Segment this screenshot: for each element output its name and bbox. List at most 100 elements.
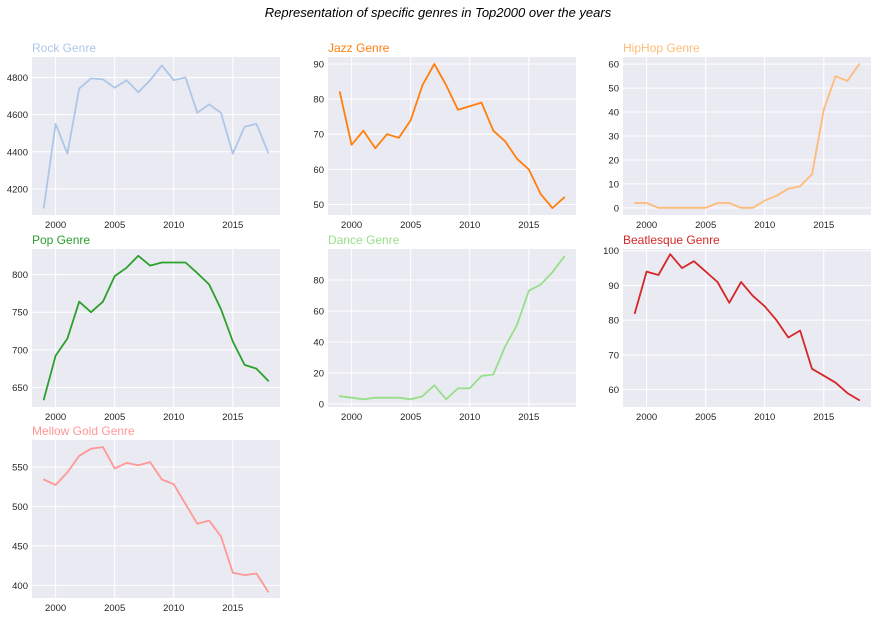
y-tick-label: 800 [12, 270, 28, 281]
y-tick-label: 700 [12, 345, 28, 356]
jazz-genre-panel: 2000 2005 2010 2015 50 60 70 80 90 Jazz Genre [313, 41, 576, 231]
dance-genre-title: Dance Genre [328, 233, 400, 247]
beatlesque-genre-plot-area [623, 249, 871, 407]
pop-genre-point [114, 275, 116, 277]
pop-genre-point [43, 398, 45, 400]
hiphop-genre-point [740, 207, 742, 209]
beatlesque-genre-series-line [633, 253, 861, 402]
pop-genre-point [185, 262, 187, 264]
y-tick-label: 750 [12, 308, 28, 319]
jazz-genre-point [457, 109, 459, 111]
hiphop-genre-point [657, 207, 659, 209]
rock-genre-point [185, 76, 187, 78]
rock-genre-point [55, 123, 57, 125]
x-tick-label: 2005 [104, 603, 125, 614]
hiphop-genre-point [823, 109, 825, 111]
y-tick-label: 60 [608, 385, 619, 396]
x-tick-label: 2005 [400, 220, 421, 231]
mellow-gold-genre-panel: 2000 2005 2010 2015 400 450 500 550 Mellow Gold … [12, 424, 280, 614]
x-tick-label: 2005 [104, 220, 125, 231]
rock-genre-point [90, 77, 92, 79]
y-tick-label: 60 [313, 306, 324, 317]
hiphop-genre-point [646, 202, 648, 204]
mellow-gold-genre-point [161, 479, 163, 481]
y-tick-label: 80 [608, 316, 619, 327]
figure-suptitle: Representation of specific genres in Top… [265, 5, 612, 20]
y-tick-label: 0 [614, 203, 619, 214]
beatlesque-genre-point [811, 368, 813, 370]
y-tick-label: 400 [12, 581, 28, 592]
pop-genre-point [78, 301, 80, 303]
y-tick-label: 20 [313, 368, 324, 379]
y-tick-label: 80 [313, 275, 324, 286]
rock-genre-point [78, 88, 80, 90]
beatlesque-genre-point [681, 267, 683, 269]
rock-genre-point [220, 112, 222, 114]
x-tick-label: 2010 [163, 412, 184, 423]
beatlesque-genre-point [705, 271, 707, 273]
y-tick-label: 4400 [7, 147, 28, 158]
x-tick-label: 2015 [518, 412, 539, 423]
hiphop-genre-point [728, 202, 730, 204]
dance-genre-point [421, 395, 423, 397]
hiphop-genre-point [669, 207, 671, 209]
rock-genre-point [43, 207, 45, 209]
y-tick-label: 4800 [7, 73, 28, 84]
pop-genre-series-line [42, 254, 270, 401]
mellow-gold-genre-point [114, 467, 116, 469]
mellow-gold-genre-point [208, 520, 210, 522]
y-tick-label: 70 [608, 350, 619, 361]
x-tick-label: 2000 [636, 412, 657, 423]
dance-genre-point [433, 384, 435, 386]
pop-genre-point [102, 301, 104, 303]
mellow-gold-genre-point [55, 484, 57, 486]
x-tick-label: 2000 [45, 220, 66, 231]
jazz-genre-point [421, 84, 423, 86]
rock-genre-point [255, 123, 257, 125]
hiphop-genre-point [752, 207, 754, 209]
y-tick-label: 90 [608, 281, 619, 292]
pop-genre-point [137, 255, 139, 257]
jazz-genre-point [398, 137, 400, 139]
mellow-gold-genre-point [173, 483, 175, 485]
pop-genre-point [267, 380, 269, 382]
y-tick-label: 80 [313, 95, 324, 106]
y-tick-label: 40 [313, 337, 324, 348]
y-tick-label: 30 [608, 132, 619, 143]
x-tick-label: 2005 [400, 412, 421, 423]
x-tick-label: 2015 [222, 603, 243, 614]
x-tick-label: 2000 [341, 220, 362, 231]
x-tick-label: 2015 [813, 220, 834, 231]
pop-genre-point [55, 355, 57, 357]
y-tick-label: 100 [603, 246, 619, 257]
hiphop-genre-point [811, 173, 813, 175]
pop-genre-point [149, 265, 151, 267]
dance-genre-plot-area [328, 249, 576, 407]
mellow-gold-genre-point [90, 448, 92, 450]
jazz-genre-point [445, 84, 447, 86]
rock-genre-point [66, 153, 68, 155]
mellow-gold-genre-point [232, 572, 234, 574]
rock-genre-title: Rock Genre [32, 41, 96, 55]
mellow-gold-genre-series-line [42, 446, 270, 593]
hiphop-genre-point [776, 195, 778, 197]
beatlesque-genre-point [752, 295, 754, 297]
rock-genre-point [114, 87, 116, 89]
pop-genre-point [161, 262, 163, 264]
x-tick-label: 2000 [341, 412, 362, 423]
mellow-gold-genre-point [125, 462, 127, 464]
x-tick-label: 2010 [459, 220, 480, 231]
jazz-genre-point [481, 102, 483, 104]
mellow-gold-genre-point [43, 479, 45, 481]
x-tick-label: 2010 [754, 220, 775, 231]
y-tick-label: 50 [313, 200, 324, 211]
pop-genre-point [66, 338, 68, 340]
x-tick-label: 2015 [518, 220, 539, 231]
mellow-gold-genre-point [220, 535, 222, 537]
hiphop-genre-series-line [633, 63, 861, 209]
hiphop-genre-point [835, 75, 837, 77]
mellow-gold-genre-point [267, 591, 269, 593]
jazz-genre-point [351, 144, 353, 146]
beatlesque-genre-point [669, 253, 671, 255]
